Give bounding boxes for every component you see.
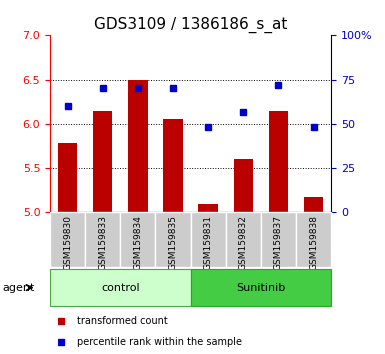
Text: GSM159832: GSM159832: [239, 215, 248, 270]
Bar: [85, 212, 120, 267]
Bar: [50, 212, 85, 267]
Text: agent: agent: [2, 282, 34, 293]
Title: GDS3109 / 1386186_s_at: GDS3109 / 1386186_s_at: [94, 16, 287, 33]
Text: control: control: [101, 282, 140, 293]
Bar: [269, 110, 288, 212]
Text: GSM159831: GSM159831: [204, 215, 213, 270]
Bar: [128, 80, 147, 212]
Bar: [121, 212, 156, 267]
Text: GSM159834: GSM159834: [133, 215, 142, 270]
Text: GSM159835: GSM159835: [169, 215, 177, 270]
Bar: [191, 212, 226, 267]
Text: GSM159833: GSM159833: [98, 215, 107, 270]
Bar: [234, 159, 253, 212]
Bar: [191, 269, 331, 306]
Bar: [58, 143, 77, 212]
Bar: [199, 204, 218, 212]
Text: GSM159838: GSM159838: [309, 215, 318, 270]
Bar: [296, 212, 331, 267]
Bar: [226, 212, 261, 267]
Text: Sunitinib: Sunitinib: [236, 282, 285, 293]
Bar: [93, 110, 112, 212]
Text: transformed count: transformed count: [77, 316, 168, 326]
Bar: [156, 212, 191, 267]
Bar: [261, 212, 296, 267]
Bar: [304, 198, 323, 212]
Text: percentile rank within the sample: percentile rank within the sample: [77, 337, 243, 348]
Bar: [50, 269, 191, 306]
Text: GSM159837: GSM159837: [274, 215, 283, 270]
Text: GSM159830: GSM159830: [63, 215, 72, 270]
Bar: [163, 120, 182, 212]
